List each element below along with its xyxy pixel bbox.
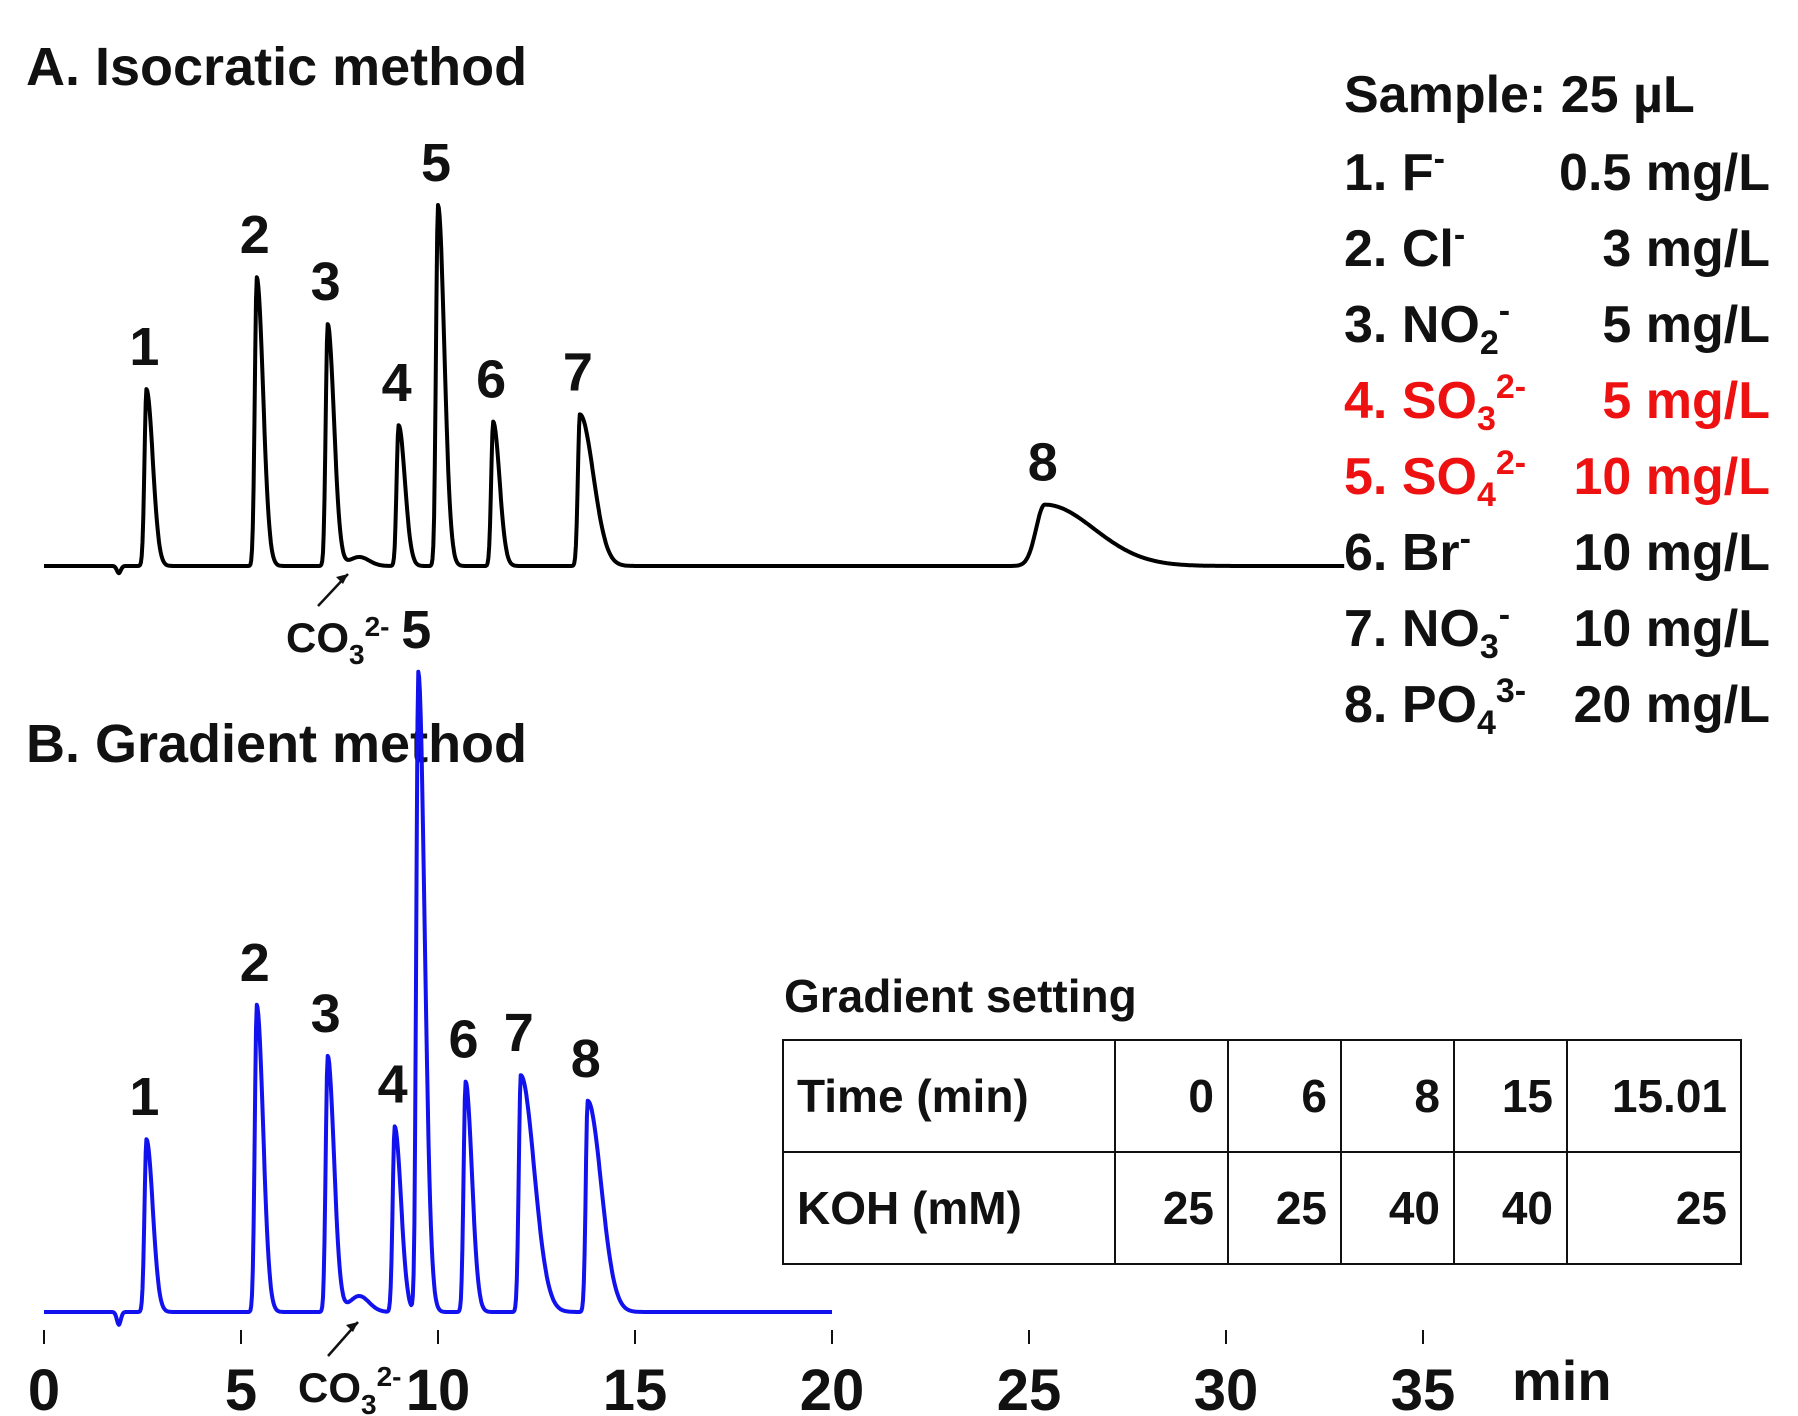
table-cell: 25: [1163, 1182, 1214, 1234]
legend-item: 7. NO3- 10 mg/L: [1344, 596, 1770, 666]
table-cell: 25: [1276, 1182, 1327, 1234]
peak-label: 6: [476, 350, 506, 410]
trace-line: [42, 203, 1346, 576]
peak-label: 5: [401, 600, 431, 660]
x-tick-label: 20: [800, 1358, 865, 1416]
sample-legend: Sample: 25 µL 1. F- 0.5 mg/L 2. Cl- 3 mg/L 3.…: [1344, 66, 1770, 742]
peak-label: 8: [571, 1029, 601, 1089]
trace-line: [42, 669, 834, 1327]
peak-label: 3: [311, 984, 341, 1044]
x-tick-label: 0: [28, 1358, 60, 1416]
legend-concentration: 20 mg/L: [1574, 676, 1771, 734]
table-cell: 40: [1389, 1182, 1440, 1234]
peak-label: 1: [129, 317, 159, 377]
peak-label: 1: [129, 1067, 159, 1127]
legend-item: 2. Cl- 3 mg/L: [1344, 216, 1770, 278]
x-tick-label: 15: [603, 1358, 668, 1416]
peak-label: 6: [449, 1010, 479, 1070]
legend-ion: 1. F-: [1344, 140, 1445, 202]
gradient-table: Gradient setting Time (min) 0 6 8 15 15.01 KOH …: [782, 970, 1742, 1265]
peak-label: 3: [311, 252, 341, 312]
legend-item: 8. PO43- 20 mg/L: [1344, 672, 1770, 742]
table-row-label: KOH (mM): [797, 1182, 1022, 1234]
table-row-label: Time (min): [797, 1070, 1029, 1122]
peak-label: 7: [504, 1003, 534, 1063]
legend-ion: 8. PO43-: [1344, 672, 1526, 742]
panel-b: B. Gradient method 1 234 5 6 7 8 CO32-: [26, 600, 834, 1416]
arrow-head: [336, 574, 348, 584]
peak-label: 7: [563, 342, 593, 402]
x-tick-label: 35: [1391, 1358, 1456, 1416]
peak-label: 4: [382, 353, 412, 413]
legend-item: 5. SO42- 10 mg/L: [1344, 444, 1770, 514]
panel-a: A. Isocratic method 1 234 5 6 7 8 CO32-: [26, 37, 1346, 670]
legend-concentration: 5 mg/L: [1602, 296, 1770, 354]
peak-label: 5: [421, 133, 451, 193]
legend-concentration: 10 mg/L: [1574, 448, 1771, 506]
gradient-table-title: Gradient setting: [784, 970, 1137, 1022]
legend-concentration: 5 mg/L: [1602, 372, 1770, 430]
legend-concentration: 10 mg/L: [1574, 600, 1771, 658]
table-cell: 25: [1676, 1182, 1727, 1234]
table-cell: 15.01: [1612, 1070, 1727, 1122]
x-tick-label: 25: [997, 1358, 1062, 1416]
arrow-head: [346, 1322, 358, 1332]
table-cell: 40: [1502, 1182, 1553, 1234]
x-tick-label: 5: [225, 1358, 257, 1416]
legend-item: 3. NO2- 5 mg/L: [1344, 292, 1770, 362]
legend-item: 1. F- 0.5 mg/L: [1344, 140, 1770, 202]
panel-title: B. Gradient method: [26, 714, 527, 774]
peak-label: 2: [240, 205, 270, 265]
legend-concentration: 3 mg/L: [1602, 220, 1770, 278]
x-axis-label: min: [1512, 1349, 1612, 1412]
legend-concentration: 0.5 mg/L: [1559, 144, 1770, 202]
panel-title: A. Isocratic method: [26, 37, 527, 97]
table-cell: 6: [1301, 1070, 1327, 1122]
legend-ion: 6. Br-: [1344, 520, 1471, 582]
legend-ion: 5. SO42-: [1344, 444, 1526, 514]
legend-ion: 2. Cl-: [1344, 216, 1465, 278]
legend-ion: 3. NO2-: [1344, 292, 1510, 362]
legend-ion: 4. SO32-: [1344, 368, 1526, 438]
legend-ion: 7. NO3-: [1344, 596, 1510, 666]
x-axis: 0 5 10 15 20 25 30 35 min: [28, 1330, 1612, 1416]
peak-label: 4: [378, 1054, 408, 1114]
peak-label: 2: [240, 933, 270, 993]
x-tick-label: 10: [406, 1358, 471, 1416]
peak-label: 8: [1028, 433, 1058, 493]
legend-item: 4. SO32- 5 mg/L: [1344, 368, 1770, 438]
legend-concentration: 10 mg/L: [1574, 524, 1771, 582]
table-cell: 15: [1502, 1070, 1553, 1122]
carbonate-annotation: CO32-: [298, 1361, 401, 1416]
carbonate-annotation: CO32-: [286, 611, 389, 670]
x-tick-label: 30: [1194, 1358, 1259, 1416]
table-cell: 8: [1414, 1070, 1440, 1122]
legend-header: Sample: 25 µL: [1344, 66, 1695, 124]
legend-item: 6. Br- 10 mg/L: [1344, 520, 1770, 582]
table-cell: 0: [1188, 1070, 1214, 1122]
